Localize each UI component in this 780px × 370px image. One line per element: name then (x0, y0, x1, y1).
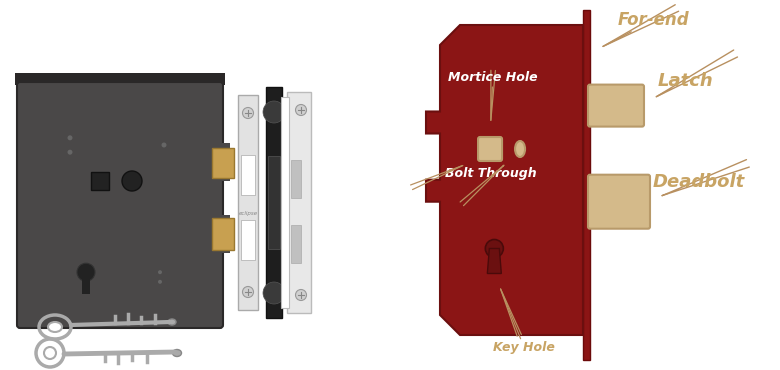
Circle shape (68, 150, 73, 155)
Circle shape (158, 280, 162, 284)
Ellipse shape (515, 141, 525, 157)
Circle shape (122, 171, 142, 191)
Text: Bolt Through: Bolt Through (445, 167, 537, 180)
Circle shape (161, 142, 166, 148)
Bar (266, 87, 282, 318)
Ellipse shape (172, 350, 182, 357)
Bar (281, 97, 289, 308)
Text: For-end: For-end (603, 5, 690, 46)
Bar (291, 160, 301, 198)
Polygon shape (488, 249, 502, 273)
Text: Latch: Latch (656, 50, 737, 97)
Bar (241, 155, 255, 195)
FancyBboxPatch shape (588, 175, 650, 229)
FancyBboxPatch shape (588, 85, 644, 127)
Circle shape (44, 347, 56, 359)
Bar (583, 10, 590, 360)
Bar (212, 148, 234, 178)
Circle shape (68, 135, 73, 140)
Ellipse shape (48, 322, 62, 332)
Polygon shape (426, 25, 583, 335)
Circle shape (243, 286, 254, 297)
Text: Key Hole: Key Hole (494, 289, 555, 354)
Circle shape (263, 101, 285, 123)
Text: Mortice Hole: Mortice Hole (448, 70, 537, 120)
Bar (241, 220, 255, 260)
Circle shape (158, 270, 162, 274)
Bar (215, 215, 230, 253)
Bar (287, 92, 311, 313)
Circle shape (263, 282, 285, 304)
Bar (82, 278, 90, 294)
Circle shape (485, 239, 503, 258)
FancyBboxPatch shape (478, 137, 502, 161)
Bar (91, 172, 109, 190)
Bar (212, 218, 234, 250)
Bar (215, 143, 230, 181)
Bar (15, 73, 225, 85)
Bar (268, 156, 280, 249)
FancyBboxPatch shape (17, 82, 223, 328)
Bar (238, 95, 258, 310)
Circle shape (296, 289, 307, 300)
Bar (291, 225, 301, 263)
Circle shape (243, 108, 254, 118)
Text: eclipse: eclipse (239, 211, 257, 216)
Circle shape (77, 263, 95, 281)
Ellipse shape (168, 319, 176, 325)
Circle shape (296, 104, 307, 115)
Text: Deadbolt: Deadbolt (653, 159, 750, 196)
